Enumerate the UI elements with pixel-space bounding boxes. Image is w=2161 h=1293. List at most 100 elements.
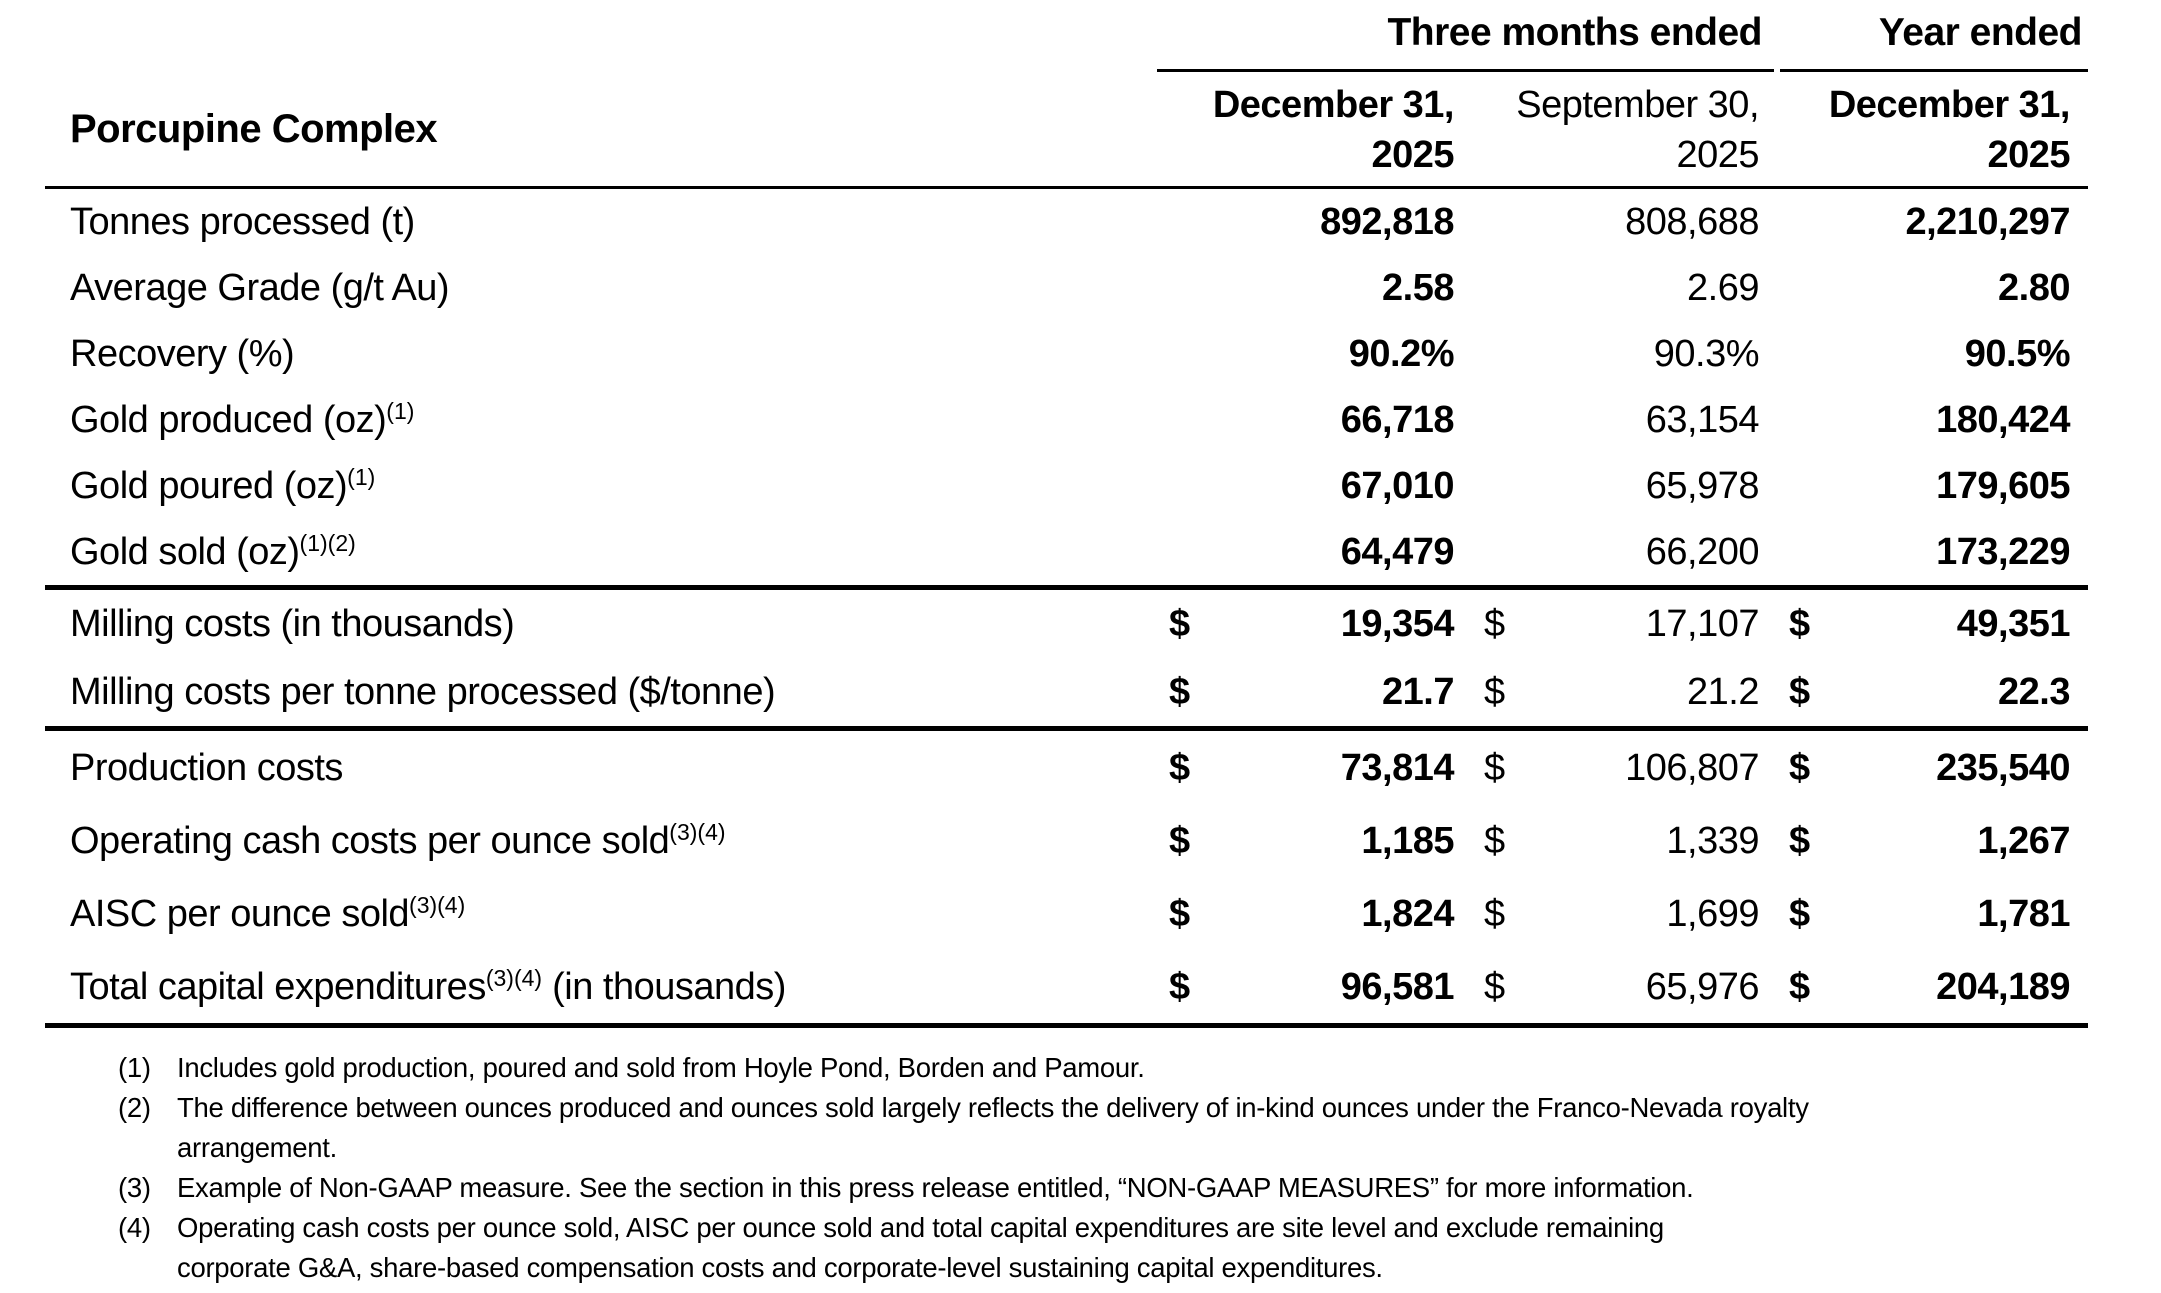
cell-value: 19,354 <box>1340 603 1455 645</box>
row-label-text: Total capital expenditures <box>70 965 486 1008</box>
row-label: Gold produced (oz)(1) <box>45 398 1157 440</box>
cell-value: 2.58 <box>1382 267 1454 309</box>
group-header-row: Three months ended Year ended <box>45 0 2088 72</box>
footnote-text: Includes gold production, poured and sol… <box>177 1048 1145 1088</box>
row-label: Recovery (%) <box>45 335 1157 373</box>
cell-value: 17,107 <box>1645 603 1760 645</box>
cell-value: 21.2 <box>1687 671 1759 713</box>
table-row: AISC per ounce sold(3)(4) $1,824 $1,699 $1,… <box>45 877 2088 950</box>
cell-value: 173,229 <box>1936 531 2070 573</box>
value-cell: $17,107 <box>1472 590 1777 658</box>
row-label-superscript: (1) <box>386 398 415 424</box>
dollar-sign: $ <box>1169 603 1190 645</box>
cell-value: 49,351 <box>1956 603 2071 645</box>
table-body: Tonnes processed (t) 892,818 808,688 2,210,… <box>45 189 2088 1028</box>
value-cell: $1,824 <box>1157 877 1472 950</box>
row-label-text: Operating cash costs per ounce sold <box>70 819 670 862</box>
table-section: Tonnes processed (t) 892,818 808,688 2,210,… <box>45 189 2088 585</box>
value-cell: $1,699 <box>1472 877 1777 950</box>
footnote-line: Includes gold production, poured and sol… <box>177 1052 1145 1083</box>
cell-value: 90.5% <box>1964 333 2071 375</box>
footnote: (1) Includes gold production, poured and … <box>118 1048 2093 1088</box>
cell-value: 73,814 <box>1340 746 1455 789</box>
row-label: Milling costs per tonne processed ($/ton… <box>45 673 1157 711</box>
dollar-sign: $ <box>1484 892 1505 935</box>
footnote-marker: (2) <box>118 1092 151 1123</box>
footnote-line: Operating cash costs per ounce sold, AIS… <box>177 1212 1664 1243</box>
column-header-line1: September 30, <box>1516 84 1759 126</box>
footnote-text: The difference between ounces produced a… <box>177 1088 1809 1168</box>
table-row: Gold sold (oz)(1)(2) 64,479 66,200 173,229 <box>45 519 2088 585</box>
cell-value: 96,581 <box>1340 965 1455 1008</box>
value-cell: $96,581 <box>1157 950 1472 1023</box>
footnote-line: The difference between ounces produced a… <box>177 1092 1809 1123</box>
row-label-superscript: (1)(2) <box>299 530 356 556</box>
value-cell: $1,781 <box>1777 877 2088 950</box>
value-cell: $19,354 <box>1157 590 1472 658</box>
row-label: Average Grade (g/t Au) <box>45 269 1157 307</box>
column-header-line1: December 31, <box>1212 84 1455 126</box>
footnote: (3) Example of Non-GAAP measure. See the … <box>118 1168 2093 1208</box>
cell-value: 66,200 <box>1645 531 1760 573</box>
row-label-text: Tonnes processed (t) <box>70 201 415 243</box>
value-cell: 2,210,297 <box>1777 189 2088 255</box>
dollar-sign: $ <box>1484 746 1505 789</box>
dollar-sign: $ <box>1789 892 1810 935</box>
table-section: Production costs $73,814 $106,807 $235,540 O… <box>45 726 2088 1028</box>
cell-value: 2,210,297 <box>1905 201 2070 243</box>
cell-value: 90.3% <box>1653 333 1760 375</box>
value-cell: 90.2% <box>1157 321 1472 387</box>
table-row: Milling costs per tonne processed ($/ton… <box>45 658 2088 726</box>
value-cell: 64,479 <box>1157 519 1472 585</box>
row-label: Production costs <box>45 749 1157 787</box>
cell-value: 1,781 <box>1977 892 2070 935</box>
cell-value: 2.80 <box>1998 267 2070 309</box>
group-header-year-ended: Year ended <box>1780 13 2088 72</box>
value-cell: $65,976 <box>1472 950 1777 1023</box>
cell-value: 64,479 <box>1340 531 1455 573</box>
value-cell: 892,818 <box>1157 189 1472 255</box>
footnote-line: corporate G&A, share-based compensation … <box>177 1252 1383 1283</box>
footnote-text: Operating cash costs per ounce sold, AIS… <box>177 1208 1664 1288</box>
row-label-superscript: (1) <box>347 464 376 490</box>
row-label-text: Milling costs per tonne processed ($/ton… <box>70 671 776 713</box>
value-cell: 180,424 <box>1777 387 2088 453</box>
value-cell: 2.58 <box>1157 255 1472 321</box>
cell-value: 63,154 <box>1645 399 1760 441</box>
row-label-superscript: (3)(4) <box>409 891 466 918</box>
cell-value: 21.7 <box>1382 671 1454 713</box>
dollar-sign: $ <box>1789 819 1810 862</box>
cell-value: 1,339 <box>1666 819 1759 862</box>
column-header-line1: December 31, <box>1828 84 2071 126</box>
value-cell: 65,978 <box>1472 453 1777 519</box>
row-label: Milling costs (in thousands) <box>45 605 1157 643</box>
value-cell: 66,718 <box>1157 387 1472 453</box>
value-cell: 2.80 <box>1777 255 2088 321</box>
table-title: Porcupine Complex <box>70 106 438 151</box>
dollar-sign: $ <box>1484 671 1505 713</box>
footnote: (4) Operating cash costs per ounce sold, … <box>118 1208 2093 1288</box>
cell-value: 808,688 <box>1625 201 1759 243</box>
table-row: Milling costs (in thousands) $19,354 $17,1… <box>45 590 2088 658</box>
value-cell: 63,154 <box>1472 387 1777 453</box>
dollar-sign: $ <box>1789 965 1810 1008</box>
cell-value: 235,540 <box>1936 746 2070 789</box>
cell-value: 892,818 <box>1320 201 1454 243</box>
value-cell: $106,807 <box>1472 731 1777 804</box>
footnote-text: Example of Non-GAAP measure. See the sec… <box>177 1168 1694 1208</box>
value-cell: $235,540 <box>1777 731 2088 804</box>
value-cell: 90.3% <box>1472 321 1777 387</box>
value-cell: $21.7 <box>1157 658 1472 726</box>
row-label-text: Production costs <box>70 746 343 789</box>
dollar-sign: $ <box>1484 819 1505 862</box>
dollar-sign: $ <box>1789 746 1810 789</box>
cell-value: 22.3 <box>1998 671 2070 713</box>
column-header-sep30-q3: September 30, 2025 <box>1472 80 1777 186</box>
cell-value: 1,699 <box>1666 892 1759 935</box>
value-cell: $1,267 <box>1777 804 2088 877</box>
cell-value: 65,978 <box>1645 465 1760 507</box>
column-header-dec31-q4: December 31, 2025 <box>1157 80 1472 186</box>
value-cell: 66,200 <box>1472 519 1777 585</box>
table-row: Gold produced (oz)(1) 66,718 63,154 180,424 <box>45 387 2088 453</box>
